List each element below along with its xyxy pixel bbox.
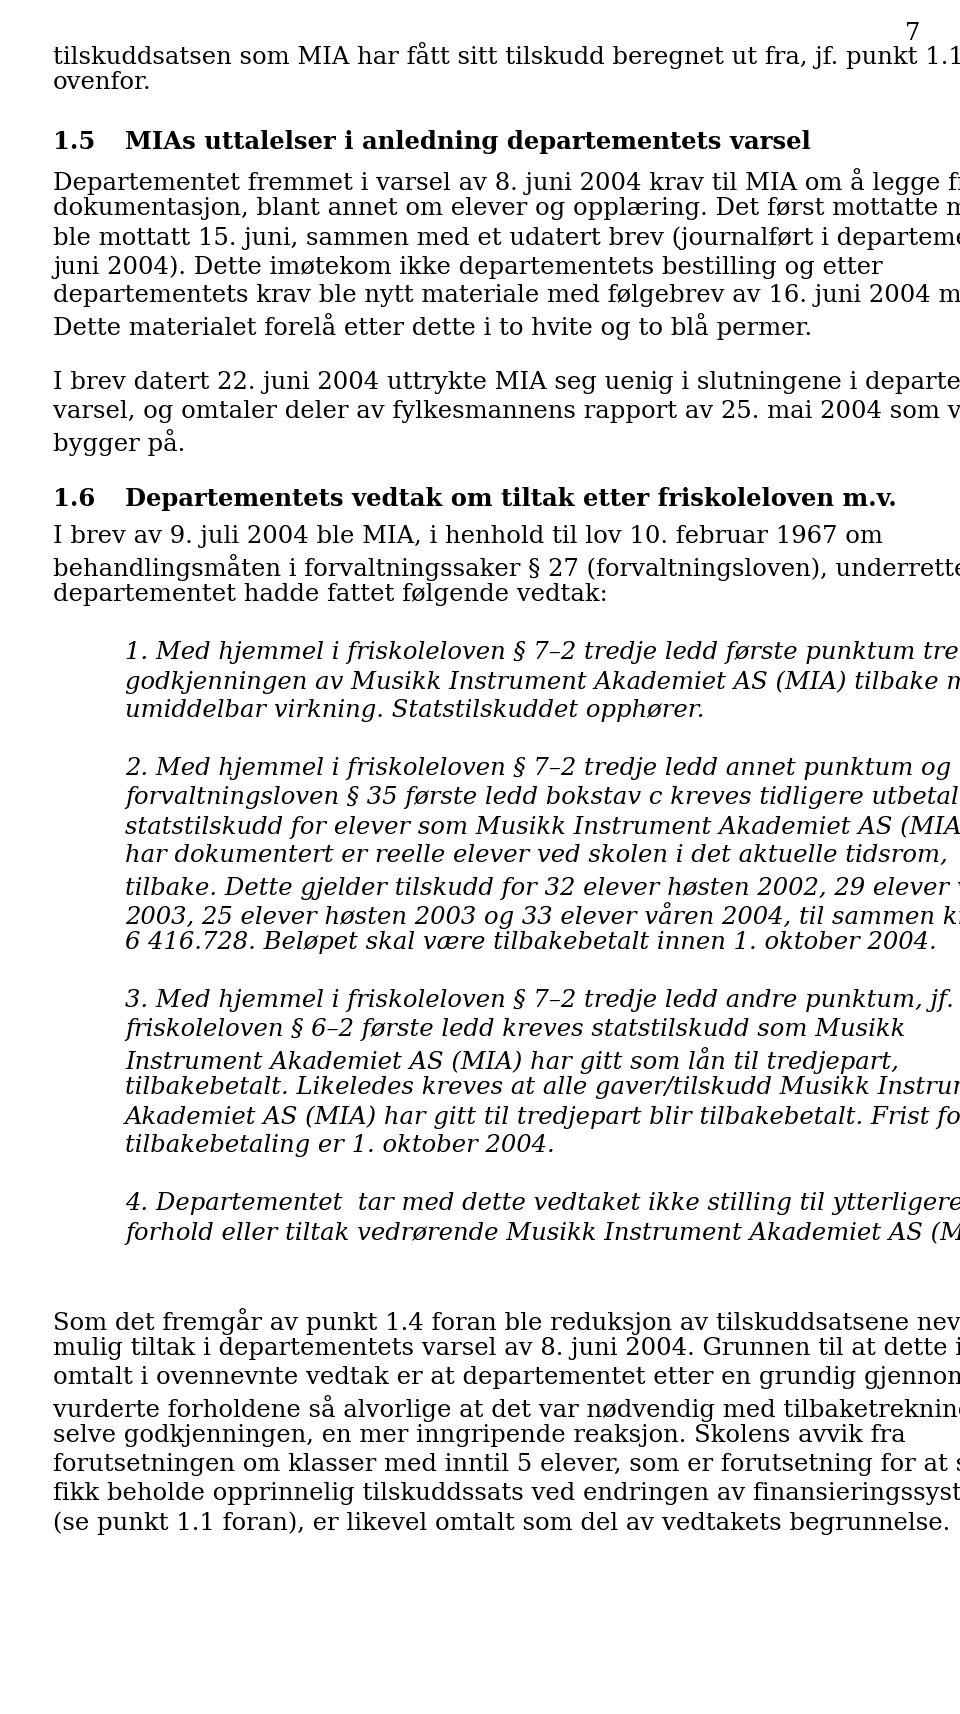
Text: I brev datert 22. juni 2004 uttrykte MIA seg uenig i slutningene i departementet: I brev datert 22. juni 2004 uttrykte MIA… [53,370,960,394]
Text: selve godkjenningen, en mer inngripende reaksjon. Skolens avvik fra: selve godkjenningen, en mer inngripende … [53,1424,905,1447]
Text: tilbakebetalt. Likeledes kreves at alle gaver/tilskudd Musikk Instrument: tilbakebetalt. Likeledes kreves at alle … [125,1076,960,1099]
Text: departementet hadde fattet følgende vedtak:: departementet hadde fattet følgende vedt… [53,583,608,607]
Text: Dette materialet forelå etter dette i to hvite og to blå permer.: Dette materialet forelå etter dette i to… [53,314,812,339]
Text: departementets krav ble nytt materiale med følgebrev av 16. juni 2004 mottatt.: departementets krav ble nytt materiale m… [53,285,960,307]
Text: behandlingsmåten i forvaltningssaker § 27 (forvaltningsloven), underrettet om at: behandlingsmåten i forvaltningssaker § 2… [53,554,960,581]
Text: forvaltningsloven § 35 første ledd bokstav c kreves tidligere utbetalt: forvaltningsloven § 35 første ledd bokst… [125,787,960,809]
Text: Instrument Akademiet AS (MIA) har gitt som lån til tredjepart,: Instrument Akademiet AS (MIA) har gitt s… [125,1047,899,1075]
Text: (se punkt 1.1 foran), er likevel omtalt som del av vedtakets begrunnelse.: (se punkt 1.1 foran), er likevel omtalt … [53,1512,950,1534]
Text: 7: 7 [904,22,920,45]
Text: varsel, og omtaler deler av fylkesmannens rapport av 25. mai 2004 som varselet: varsel, og omtaler deler av fylkesmannen… [53,399,960,423]
Text: forutsetningen om klasser med inntil 5 elever, som er forutsetning for at skolen: forutsetningen om klasser med inntil 5 e… [53,1453,960,1476]
Text: juni 2004). Dette imøtekom ikke departementets bestilling og etter: juni 2004). Dette imøtekom ikke departem… [53,255,882,279]
Text: 2. Med hjemmel i friskoleloven § 7–2 tredje ledd annet punktum og: 2. Med hjemmel i friskoleloven § 7–2 tre… [125,758,951,780]
Text: tilbake. Dette gjelder tilskudd for 32 elever høsten 2002, 29 elever våren: tilbake. Dette gjelder tilskudd for 32 e… [125,872,960,900]
Text: 1.6: 1.6 [53,487,95,511]
Text: 2003, 25 elever høsten 2003 og 33 elever våren 2004, til sammen kr.: 2003, 25 elever høsten 2003 og 33 elever… [125,902,960,929]
Text: fikk beholde opprinnelig tilskuddssats ved endringen av finansieringssystemet: fikk beholde opprinnelig tilskuddssats v… [53,1483,960,1505]
Text: omtalt i ovennevnte vedtak er at departementet etter en grundig gjennomgang: omtalt i ovennevnte vedtak er at departe… [53,1366,960,1388]
Text: friskoleloven § 6–2 første ledd kreves statstilskudd som Musikk: friskoleloven § 6–2 første ledd kreves s… [125,1018,905,1040]
Text: forhold eller tiltak vedrørende Musikk Instrument Akademiet AS (MIA): forhold eller tiltak vedrørende Musikk I… [125,1220,960,1244]
Text: Departementets vedtak om tiltak etter friskoleloven m.v.: Departementets vedtak om tiltak etter fr… [125,487,897,511]
Text: Akademiet AS (MIA) har gitt til tredjepart blir tilbakebetalt. Frist for: Akademiet AS (MIA) har gitt til tredjepa… [125,1106,960,1128]
Text: ble mottatt 15. juni, sammen med et udatert brev (journalført i departementet 15: ble mottatt 15. juni, sammen med et udat… [53,226,960,250]
Text: vurderte forholdene så alvorlige at det var nødvendig med tilbaketrekning av: vurderte forholdene så alvorlige at det … [53,1395,960,1423]
Text: statstilskudd for elever som Musikk Instrument Akademiet AS (MIA) ikke: statstilskudd for elever som Musikk Inst… [125,814,960,838]
Text: tilskuddsatsen som MIA har fått sitt tilskudd beregnet ut fra, jf. punkt 1.1: tilskuddsatsen som MIA har fått sitt til… [53,43,960,69]
Text: Departementet fremmet i varsel av 8. juni 2004 krav til MIA om å legge fram: Departementet fremmet i varsel av 8. jun… [53,168,960,195]
Text: tilbakebetaling er 1. oktober 2004.: tilbakebetaling er 1. oktober 2004. [125,1135,555,1157]
Text: dokumentasjon, blant annet om elever og opplæring. Det først mottatte materialet: dokumentasjon, blant annet om elever og … [53,197,960,219]
Text: I brev av 9. juli 2004 ble MIA, i henhold til lov 10. februar 1967 om: I brev av 9. juli 2004 ble MIA, i henhol… [53,524,883,548]
Text: har dokumentert er reelle elever ved skolen i det aktuelle tidsrom,: har dokumentert er reelle elever ved sko… [125,843,948,867]
Text: 4. Departementet  tar med dette vedtaket ikke stilling til ytterligere: 4. Departementet tar med dette vedtaket … [125,1191,960,1215]
Text: Som det fremgår av punkt 1.4 foran ble reduksjon av tilskuddsatsene nevnt som: Som det fremgår av punkt 1.4 foran ble r… [53,1308,960,1335]
Text: 3. Med hjemmel i friskoleloven § 7–2 tredje ledd andre punktum, jf.: 3. Med hjemmel i friskoleloven § 7–2 tre… [125,989,954,1011]
Text: 1.5: 1.5 [53,130,95,154]
Text: MIAs uttalelser i anledning departementets varsel: MIAs uttalelser i anledning departemente… [125,130,811,154]
Text: umiddelbar virkning. Statstilskuddet opphører.: umiddelbar virkning. Statstilskuddet opp… [125,699,705,722]
Text: godkjenningen av Musikk Instrument Akademiet AS (MIA) tilbake med: godkjenningen av Musikk Instrument Akade… [125,670,960,694]
Text: mulig tiltak i departementets varsel av 8. juni 2004. Grunnen til at dette ikke : mulig tiltak i departementets varsel av … [53,1337,960,1359]
Text: 1. Med hjemmel i friskoleloven § 7–2 tredje ledd første punktum trekkes: 1. Med hjemmel i friskoleloven § 7–2 tre… [125,641,960,663]
Text: bygger på.: bygger på. [53,428,185,456]
Text: 6 416.728. Beløpet skal være tilbakebetalt innen 1. oktober 2004.: 6 416.728. Beløpet skal være tilbakebeta… [125,931,937,955]
Text: ovenfor.: ovenfor. [53,70,152,94]
